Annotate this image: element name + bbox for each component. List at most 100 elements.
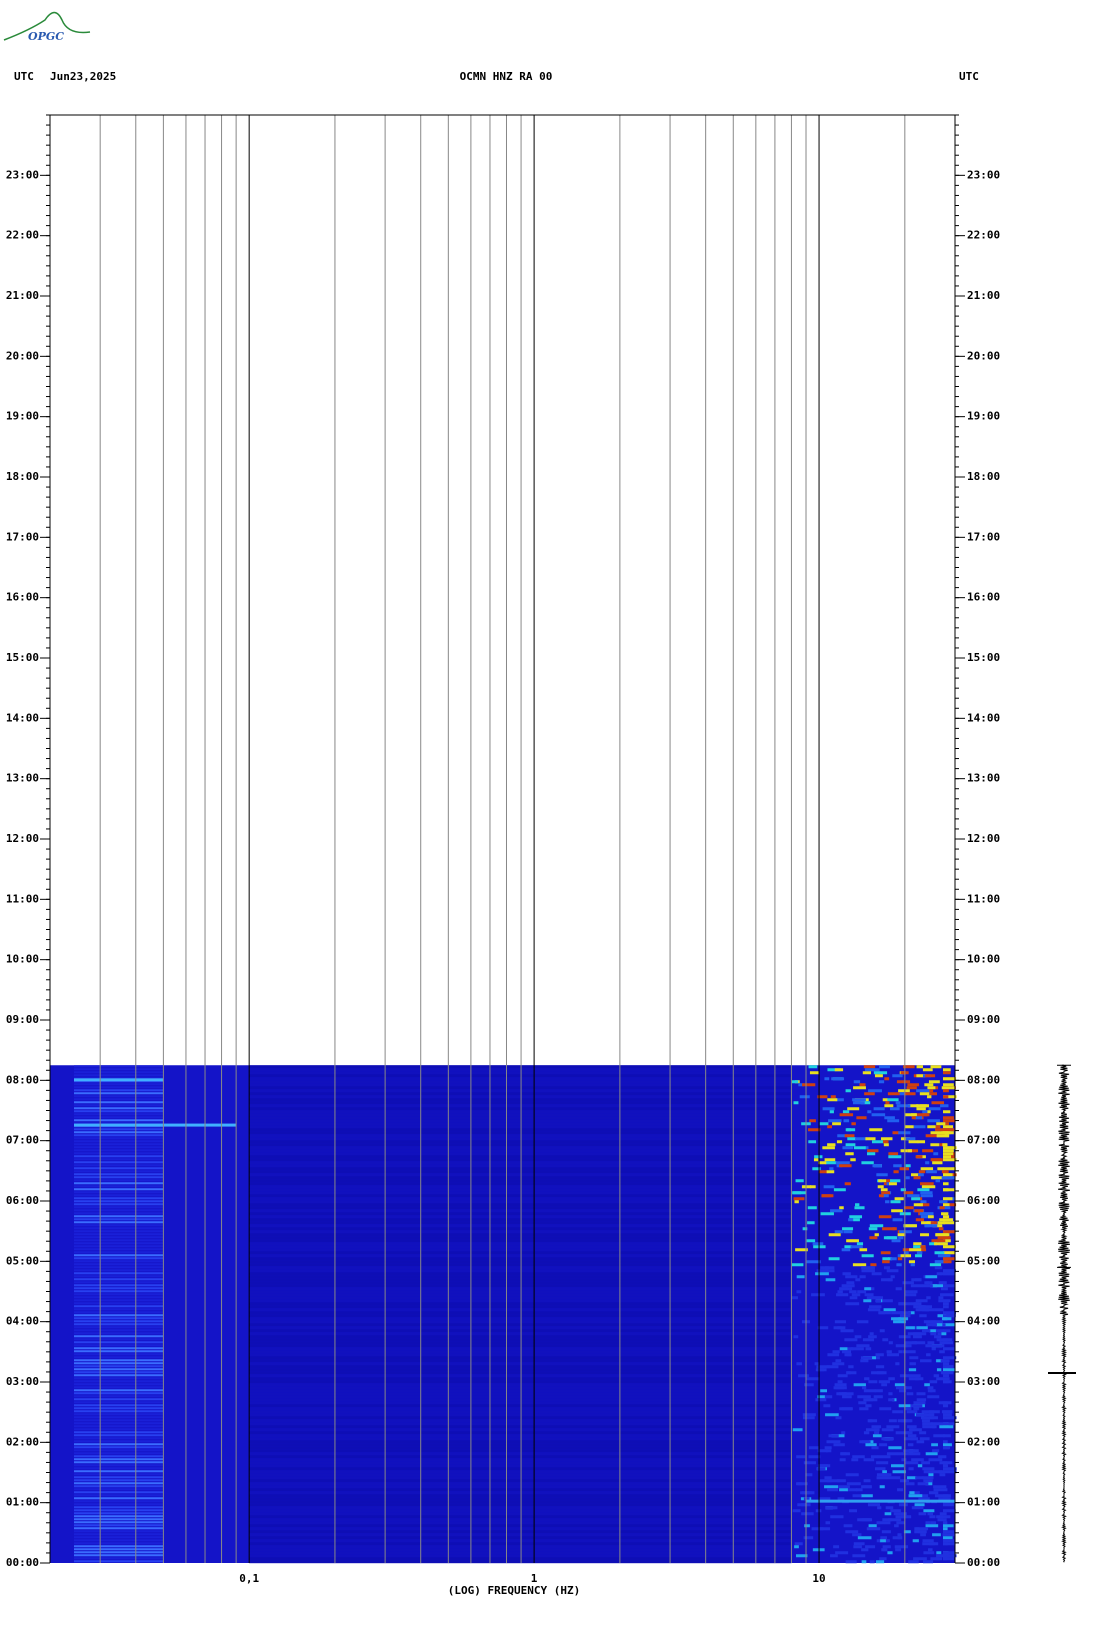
texture-cell [815, 1272, 829, 1276]
texture-cell [841, 1248, 851, 1252]
texture-cell [893, 1170, 899, 1174]
texture-cell [880, 1539, 886, 1543]
texture-row [74, 1302, 164, 1305]
texture-cell [836, 1293, 849, 1297]
texture-cell [879, 1443, 888, 1447]
texture-cell [884, 1104, 894, 1108]
texture-cell [905, 1113, 917, 1117]
texture-cell [847, 1347, 854, 1351]
texture-cell [892, 1131, 900, 1135]
texture-cell [930, 1065, 942, 1069]
texture-cell [833, 1545, 840, 1549]
texture-cell [869, 1332, 874, 1336]
texture-cell [852, 1494, 862, 1498]
texture-row [249, 1467, 792, 1471]
texture-cell [848, 1218, 854, 1222]
texture-cell [839, 1287, 853, 1291]
texture-cell [895, 1287, 902, 1291]
texture-cell [925, 1161, 930, 1165]
texture-row [74, 1071, 164, 1074]
texture-row [74, 1233, 164, 1236]
texture-cell [913, 1407, 920, 1411]
texture-row [74, 1389, 164, 1392]
texture-cell [933, 1152, 939, 1156]
texture-cell [807, 1221, 815, 1225]
texture-row [74, 1272, 164, 1275]
texture-cell [929, 1263, 942, 1267]
texture-row [249, 1521, 792, 1525]
texture-cell [927, 1389, 933, 1393]
texture-row [74, 1278, 164, 1281]
texture-cell [871, 1446, 879, 1450]
texture-cell [843, 1119, 850, 1123]
texture-cell [832, 1362, 845, 1366]
texture-row [249, 1305, 792, 1309]
texture-cell [834, 1320, 847, 1324]
y-tick-label: 11:00 [6, 892, 39, 905]
texture-cell [868, 1335, 877, 1339]
texture-cell [929, 1329, 937, 1333]
texture-cell [865, 1404, 872, 1408]
texture-cell [855, 1488, 863, 1492]
texture-cell [893, 1164, 902, 1168]
texture-cell [822, 1269, 835, 1273]
texture-cell [860, 1518, 873, 1522]
texture-cell [909, 1491, 915, 1495]
texture-cell [921, 1185, 936, 1189]
texture-row [249, 1374, 792, 1378]
texture-cell [792, 1428, 803, 1432]
texture-cell [825, 1521, 831, 1525]
texture-cell [930, 1389, 936, 1393]
texture-row [249, 1431, 792, 1435]
texture-row [249, 1107, 792, 1111]
texture-cell [844, 1245, 853, 1249]
texture-row [249, 1395, 792, 1399]
texture-cell [934, 1242, 948, 1246]
texture-row [249, 1488, 792, 1492]
texture-cell [913, 1401, 926, 1405]
texture-row [74, 1545, 164, 1548]
texture-row [249, 1101, 792, 1105]
texture-cell [902, 1281, 914, 1285]
texture-cell [896, 1080, 911, 1084]
texture-cell [930, 1092, 938, 1096]
texture-cell [903, 1344, 912, 1348]
texture-cell [919, 1092, 930, 1096]
texture-cell [892, 1410, 904, 1414]
texture-cell [917, 1482, 929, 1486]
texture-cell [894, 1545, 909, 1549]
texture-row [74, 1140, 164, 1143]
texture-cell [796, 1275, 805, 1279]
texture-cell [912, 1341, 917, 1345]
texture-cell [916, 1107, 926, 1111]
texture-row [249, 1389, 792, 1393]
texture-cell [879, 1329, 885, 1333]
texture-cell [905, 1137, 916, 1141]
texture-cell [943, 1554, 957, 1558]
texture-cell [863, 1065, 876, 1069]
texture-cell [878, 1311, 891, 1315]
texture-cell [888, 1341, 893, 1345]
texture-cell [931, 1344, 945, 1348]
texture-cell [943, 1269, 952, 1273]
texture-cell [802, 1413, 816, 1417]
texture-cell [890, 1509, 901, 1513]
texture-row [74, 1440, 164, 1443]
y-tick-label: 12:00 [967, 832, 1000, 845]
texture-row [74, 1524, 164, 1527]
texture-cell [936, 1377, 950, 1381]
texture-cell [924, 1083, 934, 1087]
texture-cell [913, 1245, 926, 1249]
texture-row [74, 1122, 164, 1125]
texture-cell [852, 1533, 862, 1537]
texture-cell [932, 1533, 941, 1537]
texture-row [249, 1290, 792, 1294]
texture-cell [852, 1455, 865, 1459]
texture-cell [812, 1242, 824, 1246]
texture-cell [922, 1467, 935, 1471]
texture-cell [860, 1494, 873, 1498]
y-tick-label: 01:00 [6, 1496, 39, 1509]
texture-row [249, 1119, 792, 1123]
texture-cell [943, 1158, 957, 1162]
texture-cell [937, 1236, 951, 1240]
